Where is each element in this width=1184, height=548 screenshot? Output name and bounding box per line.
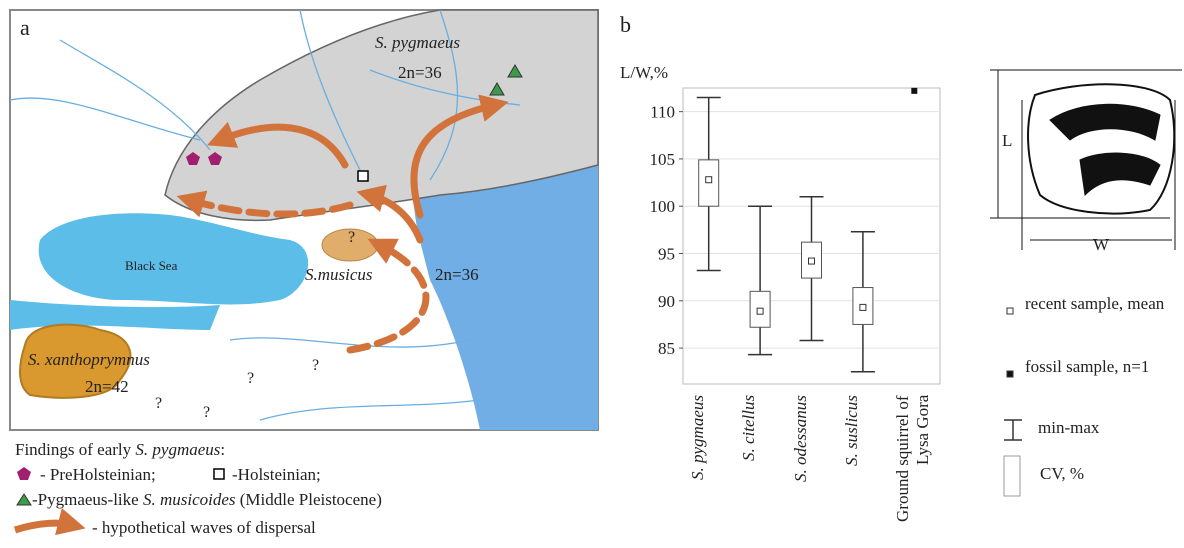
y-tick-label: 90 xyxy=(658,292,675,311)
fossil-marker xyxy=(911,88,917,94)
range-name: S. pygmaeus xyxy=(375,33,460,52)
legend-range: min-max xyxy=(1038,418,1184,437)
legend-preholsteinian: - PreHolsteinian; xyxy=(40,465,156,484)
musicus-karyotype: 2n=36 xyxy=(435,265,479,284)
legend-cv: CV, % xyxy=(1040,464,1184,483)
question-mark: ? xyxy=(203,404,210,421)
map-legend: Findings of early S. pygmaeus: - PreHols… xyxy=(15,440,382,537)
question-mark: ? xyxy=(348,229,355,246)
question-mark: ? xyxy=(155,395,162,412)
xantho-karyotype: 2n=42 xyxy=(85,377,129,396)
x-tick-label: S. odessanus xyxy=(791,395,833,545)
panel-label: a xyxy=(20,15,30,40)
sea-name: Black Sea xyxy=(125,258,178,273)
x-tick-label: S. citellus xyxy=(739,395,781,545)
box-legend-icons xyxy=(1004,308,1022,496)
tooth-diagram: L W xyxy=(990,70,1182,254)
musicus-name: S.musicus xyxy=(305,265,373,284)
mean-marker xyxy=(860,304,866,310)
panel-label: b xyxy=(620,12,631,37)
canvas: a S. pygmaeus 2n=36 Black Sea S.musicus … xyxy=(0,0,1184,548)
box-chart: b L/W,% 85 90 95 100 105 110 xyxy=(620,12,940,384)
y-tick-label: 110 xyxy=(650,103,675,122)
mean-marker xyxy=(809,258,815,264)
legend-musicoides: -Pygmaeus-like S. musicoides (Middle Ple… xyxy=(32,490,382,509)
y-tick-label: 85 xyxy=(658,339,675,358)
mean-marker xyxy=(706,177,712,183)
range-karyotype: 2n=36 xyxy=(398,63,442,82)
x-tick-label: S. suslicus xyxy=(842,395,884,545)
legend-holsteinian: -Holsteinian; xyxy=(232,465,321,484)
width-label: W xyxy=(1093,235,1110,254)
map: a S. pygmaeus 2n=36 Black Sea S.musicus … xyxy=(10,10,598,430)
figure: a S. pygmaeus 2n=36 Black Sea S.musicus … xyxy=(0,0,1184,548)
mean-marker xyxy=(757,308,763,314)
y-axis-label: L/W,% xyxy=(620,63,668,82)
question-mark: ? xyxy=(312,357,319,374)
x-tick-label: Ground squirrel of Lysa Gora xyxy=(893,395,935,545)
y-tick-label: 95 xyxy=(658,244,675,263)
legend-title: Findings of early S. pygmaeus: xyxy=(15,440,225,459)
xantho-name: S. xanthoprymnus xyxy=(28,350,150,369)
legend-fossil: fossil sample, n=1 xyxy=(1025,357,1175,376)
y-tick-label: 105 xyxy=(650,150,676,169)
length-label: L xyxy=(1002,131,1012,150)
question-mark: ? xyxy=(247,370,254,387)
legend-mean: recent sample, mean xyxy=(1025,294,1175,313)
legend-dispersal: - hypothetical waves of dispersal xyxy=(92,518,316,537)
y-tick-label: 100 xyxy=(650,197,676,216)
x-tick-label: S. pygmaeus xyxy=(688,395,730,545)
